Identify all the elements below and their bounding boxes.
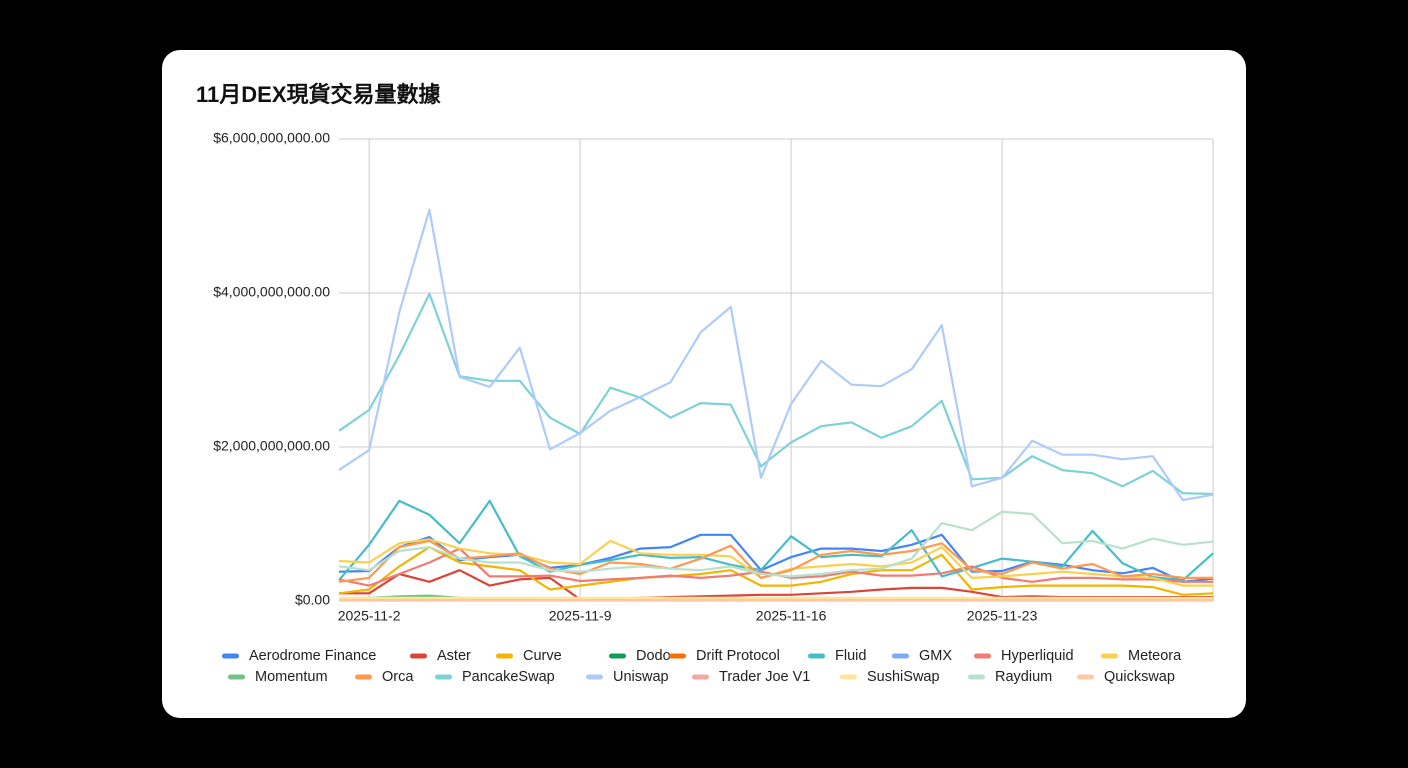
legend-swatch <box>609 653 626 659</box>
legend-label: Hyperliquid <box>1001 648 1074 664</box>
legend-swatch <box>692 674 709 680</box>
series-line <box>338 208 1214 502</box>
y-tick-label: $0.00 <box>295 592 330 608</box>
legend-swatch <box>808 653 825 659</box>
legend-swatch <box>1101 653 1118 659</box>
legend-label: Uniswap <box>613 669 669 685</box>
legend-swatch <box>228 674 245 680</box>
x-tick-label: 2025-11-16 <box>756 608 827 624</box>
legend-swatch <box>974 653 991 659</box>
legend-label: Momentum <box>255 669 328 685</box>
legend-label: Orca <box>382 669 414 685</box>
series-line <box>338 510 1214 578</box>
series-line <box>338 546 1214 596</box>
legend-swatch <box>435 674 452 680</box>
legend-label: Dodo <box>636 648 671 664</box>
legend-label: GMX <box>919 648 952 664</box>
chart-card <box>162 50 1246 718</box>
legend-swatch <box>892 653 909 659</box>
x-tick-label: 2025-11-2 <box>338 608 401 624</box>
legend-swatch <box>1077 674 1094 680</box>
x-tick-label: 2025-11-9 <box>549 608 612 624</box>
y-tick-label: $4,000,000,000.00 <box>213 284 330 300</box>
legend-label: Fluid <box>835 648 866 664</box>
legend-label: Trader Joe V1 <box>719 669 810 685</box>
legend-swatch <box>355 674 372 680</box>
legend-swatch <box>840 674 857 680</box>
chart-title: 11月DEX現貨交易量數據 <box>196 82 441 107</box>
legend-swatch <box>586 674 603 680</box>
legend-label: SushiSwap <box>867 669 940 685</box>
legend-label: Aster <box>437 648 471 664</box>
x-tick-label: 2025-11-23 <box>967 608 1038 624</box>
y-tick-label: $6,000,000,000.00 <box>213 130 330 146</box>
legend-label: Drift Protocol <box>696 648 780 664</box>
legend-label: Curve <box>523 648 562 664</box>
legend-swatch <box>222 653 239 659</box>
legend-label: Quickswap <box>1104 669 1175 685</box>
legend-swatch <box>968 674 985 680</box>
series-line <box>338 499 1214 582</box>
legend-swatch <box>669 653 686 659</box>
series-line <box>338 292 1214 496</box>
legend-label: PancakeSwap <box>462 669 555 685</box>
legend-label: Aerodrome Finance <box>249 648 376 664</box>
legend-label: Raydium <box>995 669 1052 685</box>
legend-label: Meteora <box>1128 648 1182 664</box>
legend-swatch <box>410 653 427 659</box>
series-line <box>338 539 1214 583</box>
y-tick-label: $2,000,000,000.00 <box>213 438 330 454</box>
legend-swatch <box>496 653 513 659</box>
